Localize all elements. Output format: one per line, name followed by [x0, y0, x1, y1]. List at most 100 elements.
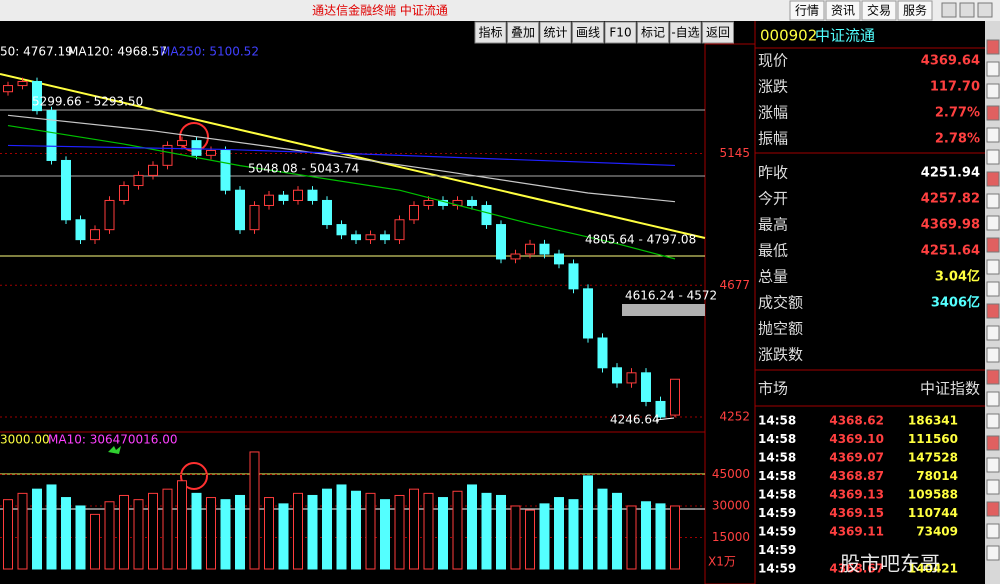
volume-bar [481, 492, 492, 570]
tool-icon[interactable] [986, 83, 1000, 99]
candle-body [191, 140, 202, 156]
candle-body [336, 224, 347, 236]
y-tick-label: 45000 [712, 467, 750, 481]
volume-bar [133, 499, 144, 570]
volume-bar [119, 494, 129, 570]
menu-button-bg[interactable] [825, 0, 861, 21]
toolbar-button[interactable]: 返回 [706, 26, 730, 40]
toolbar-button-bg[interactable] [604, 21, 637, 44]
tool-icon[interactable] [986, 325, 1000, 341]
quote-label: 最低 [758, 242, 788, 260]
tool-icon[interactable] [986, 303, 1000, 319]
toolbar-button-bg[interactable] [507, 21, 539, 44]
tool-icon[interactable] [986, 259, 1000, 275]
tool-icon[interactable] [986, 479, 1000, 495]
toolbar-button-bg[interactable] [572, 21, 604, 44]
toolbar-button[interactable]: 叠加 [511, 26, 535, 40]
tick-cell: 78014 [916, 469, 958, 483]
tool-icon[interactable] [986, 413, 1000, 429]
menu-button[interactable]: 服务 [903, 3, 927, 18]
volume-bar [148, 492, 158, 570]
tool-icon[interactable] [986, 61, 1000, 77]
toolbar-button-bg[interactable] [474, 21, 507, 44]
candle-body [177, 140, 187, 146]
tool-icon[interactable] [986, 171, 1000, 187]
candle-body [568, 263, 579, 290]
tool-icon[interactable] [986, 193, 1000, 209]
icon-strip [985, 21, 1000, 584]
menu-button-bg[interactable] [789, 0, 825, 21]
tool-icon[interactable] [986, 215, 1000, 231]
volume-unit: X1万 [708, 555, 736, 569]
highlight-circle [180, 462, 208, 490]
tool-icon[interactable] [986, 501, 1000, 517]
price-axis [704, 43, 756, 584]
tick-cell: 4369.15 [829, 506, 884, 520]
tool-icon[interactable] [986, 105, 1000, 121]
tick-cell: 4369.13 [829, 488, 884, 502]
toolbar-button-bg[interactable] [539, 21, 572, 44]
tool-icon[interactable] [986, 457, 1000, 473]
volume-bar [177, 480, 187, 570]
y-tick-label: 4677 [719, 278, 750, 292]
toolbar-button[interactable]: F10 [609, 26, 631, 40]
toolbar-button-bg[interactable] [669, 21, 702, 44]
tool-icon[interactable] [986, 149, 1000, 165]
toolbar-button[interactable]: 标记 [641, 26, 665, 40]
volume-bar [539, 503, 550, 570]
tool-icon[interactable] [986, 127, 1000, 143]
quote-label: 抛空额 [758, 320, 803, 338]
tool-icon[interactable] [986, 369, 1000, 385]
volume-bar [249, 451, 260, 570]
tool-icon[interactable] [986, 435, 1000, 451]
toolbar-button[interactable]: 统计 [543, 26, 567, 40]
tick-cell: 14:59 [758, 525, 796, 539]
volume-bar [496, 494, 506, 570]
volume-bar [336, 484, 347, 570]
ma-label: MA250: 5100.52 [160, 45, 259, 59]
toolbar-button[interactable]: 画线 [576, 26, 600, 40]
menu-button[interactable]: 交易 [867, 3, 891, 18]
toolbar-button-bg[interactable] [702, 21, 734, 44]
menu-button-bg[interactable] [861, 0, 897, 21]
tool-icon[interactable] [986, 281, 1000, 297]
tool-icon[interactable] [986, 237, 1000, 253]
quote-label: 最高 [758, 216, 788, 234]
y-tick-label: 15000 [712, 530, 750, 544]
volume-bar [46, 484, 57, 570]
volume-bar [409, 488, 419, 570]
quote-value: 3.04亿 [935, 269, 980, 285]
volume-bar [264, 497, 274, 570]
volume-bar [525, 509, 535, 570]
menu-button[interactable]: 行情 [795, 4, 819, 18]
tool-icon[interactable] [986, 39, 1000, 55]
menu-button[interactable]: 资讯 [831, 4, 855, 18]
candle-body [641, 372, 651, 402]
tick-cell: 140421 [908, 562, 958, 576]
candle-body [32, 80, 42, 112]
tick-cell: 14:59 [758, 543, 796, 557]
tick-cell: 4369.11 [829, 525, 884, 539]
volume-bar [293, 492, 303, 570]
toolbar-button[interactable]: -自选 [671, 26, 699, 40]
toolbar-button-bg[interactable] [637, 21, 669, 44]
candle-body [206, 150, 216, 156]
ma-label: 50: 4767.19 [0, 45, 73, 59]
tool-icon[interactable] [986, 391, 1000, 407]
menu-button-bg[interactable] [897, 0, 933, 21]
window-control[interactable] [977, 2, 993, 18]
tool-icon[interactable] [986, 347, 1000, 363]
tick-cell: 73409 [916, 525, 958, 539]
candle-body [133, 174, 144, 187]
toolbar-button[interactable]: 指标 [478, 25, 502, 40]
gap-box [622, 304, 705, 316]
tool-icon[interactable] [986, 523, 1000, 539]
window-control[interactable] [941, 2, 957, 18]
volume-bar [17, 492, 28, 570]
candle-body [554, 253, 564, 265]
volume-bar [278, 503, 289, 570]
price-annotation: 5299.66 - 5293.50 [32, 95, 143, 109]
tool-icon[interactable] [986, 545, 1000, 561]
window-control[interactable] [959, 2, 975, 18]
